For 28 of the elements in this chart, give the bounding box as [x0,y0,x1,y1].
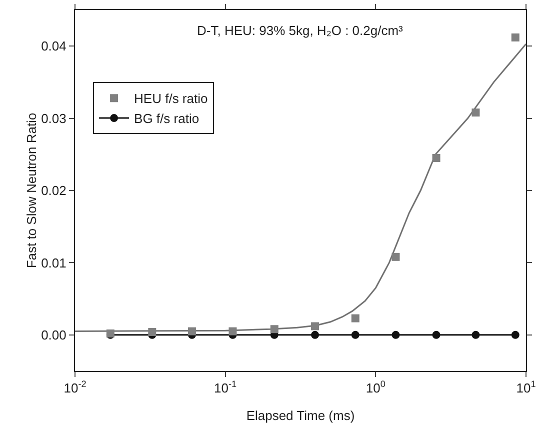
point [188,327,196,336]
point [392,252,400,261]
point [351,314,360,322]
point [228,327,237,336]
point [472,108,480,117]
x-tick-label: 10$^{-2}$ [64,379,86,396]
y-axis-title: Fast to Slow Neutron Ratio [24,112,40,268]
legend-label: HEU f/s ratio [134,91,208,106]
y-tick-label: 0.00 [41,327,66,342]
y-tick-label: 0.04 [41,38,66,54]
point [432,154,440,162]
point [432,330,440,339]
x-tick-label: 10$^{-1}$ [214,379,237,396]
point [311,330,320,339]
x-tick-label: 10$^{1}$ [516,379,536,396]
y-tick-label: 0.01 [41,255,66,270]
point [270,325,278,334]
point [351,330,360,339]
point [472,330,480,339]
annotation: D-T, HEU: 93% 5kg, H₂O : 0.2g/cm³ [197,23,404,38]
y-tick-label: 0.03 [41,110,66,126]
x-axis-title: Elapsed Time (ms) [246,408,355,423]
y-tick-label: 0.02 [41,183,66,198]
legend-label: BG f/s ratio [134,111,200,126]
point [148,328,156,336]
x-tick-label: 10$^{0}$ [366,379,386,396]
point [392,330,400,339]
point [311,322,320,330]
